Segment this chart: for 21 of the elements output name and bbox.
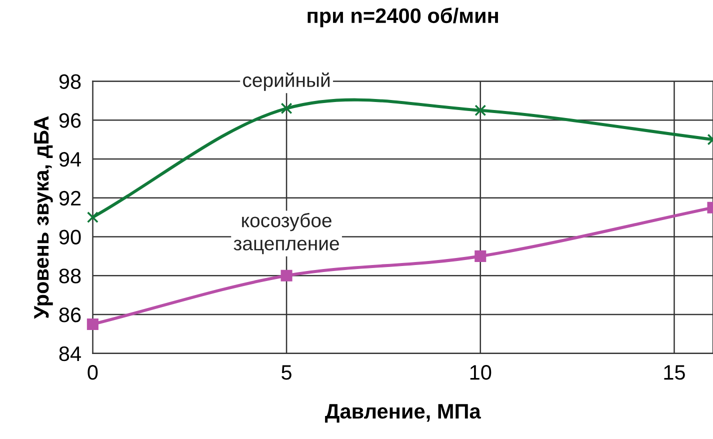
y-tick-label: 94 bbox=[59, 152, 81, 167]
x-tick-label: 0 bbox=[88, 365, 98, 380]
x-axis-title: Давление, МПа bbox=[325, 404, 481, 423]
y-tick-label: 90 bbox=[59, 230, 81, 244]
y-tick-label: 84 bbox=[59, 346, 81, 362]
x-tick-label: 10 bbox=[470, 365, 492, 380]
point bbox=[280, 102, 292, 114]
y-axis-title: Уровень звука, дБА bbox=[34, 116, 53, 319]
point bbox=[86, 318, 98, 330]
series-label: косозубое зацепление bbox=[234, 212, 339, 254]
y-tick-label: 96 bbox=[59, 113, 81, 128]
y-tick-label: 86 bbox=[59, 308, 81, 322]
y-tick-label: 88 bbox=[59, 268, 81, 284]
chart-title: при n=2400 об/мин bbox=[308, 8, 498, 28]
series-label: серийный bbox=[243, 72, 330, 91]
y-tick-label: 98 bbox=[59, 74, 81, 89]
x-tick-label: 15 bbox=[664, 365, 685, 380]
point bbox=[86, 212, 98, 224]
y-tick-label: 92 bbox=[59, 190, 81, 206]
x-tick-label: 5 bbox=[282, 365, 292, 380]
point bbox=[280, 270, 292, 282]
